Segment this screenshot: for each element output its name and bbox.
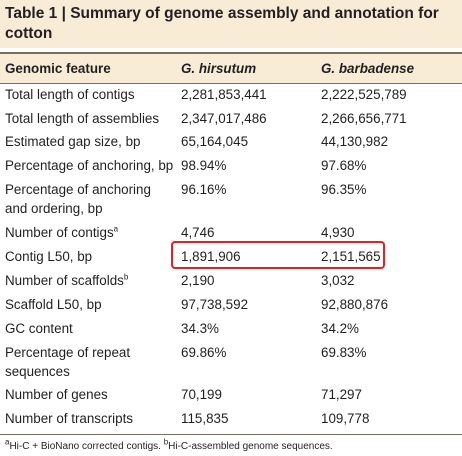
row-barbadense-value: 2,266,656,771 xyxy=(321,111,407,126)
row-hirsutum-value: 70,199 xyxy=(181,387,222,402)
feature-text: Number of contigs xyxy=(5,225,114,240)
row-barbadense-value: 71,297 xyxy=(321,387,362,402)
row-hirsutum-value: 69.86% xyxy=(181,345,227,360)
column-header-barbadense: G. barbadense xyxy=(321,61,415,76)
footnote-marker: a xyxy=(5,437,10,447)
highlight-box xyxy=(171,241,385,269)
row-feature: Total length of contigs xyxy=(5,87,135,102)
row-hirsutum-value: 97,738,592 xyxy=(181,297,249,312)
column-header-hirsutum: G. hirsutum xyxy=(181,61,257,76)
row-barbadense-value: 4,930 xyxy=(321,225,355,240)
footnote-a-text: Hi-C + BioNano corrected contigs. xyxy=(9,441,164,452)
footnote-b-text: Hi-C-assembled genome sequences. xyxy=(168,441,333,452)
row-feature: Number of scaffoldsb xyxy=(5,272,128,290)
row-hirsutum-value: 4,746 xyxy=(181,225,215,240)
row-barbadense-value: 34.2% xyxy=(321,321,359,336)
row-barbadense-value: 96.35% xyxy=(321,182,367,197)
top-rule xyxy=(0,52,462,54)
row-feature: Number of contigsa xyxy=(5,224,118,242)
row-hirsutum-value: 98.94% xyxy=(181,158,227,173)
row-barbadense-value: 2,222,525,789 xyxy=(321,87,407,102)
row-feature-continued: sequences xyxy=(5,364,70,379)
row-feature: Contig L50, bp xyxy=(5,249,93,264)
bottom-rule xyxy=(0,434,462,435)
row-feature: Number of transcripts xyxy=(5,411,133,426)
row-barbadense-value: 97.68% xyxy=(321,158,367,173)
row-barbadense-value: 92,880,876 xyxy=(321,297,389,312)
row-feature: Total length of assemblies xyxy=(5,111,160,126)
row-hirsutum-value: 115,835 xyxy=(181,411,229,426)
row-hirsutum-value: 65,164,045 xyxy=(181,134,249,149)
row-hirsutum-value: 1,891,906 xyxy=(181,249,241,264)
footnote-marker: b xyxy=(163,437,169,447)
header-band xyxy=(0,54,462,83)
row-feature: Scaffold L50, bp xyxy=(5,297,102,312)
row-feature: GC content xyxy=(5,321,73,336)
row-feature: Percentage of repeat xyxy=(5,345,131,360)
row-barbadense-value: 3,032 xyxy=(321,273,355,288)
title-band xyxy=(0,0,462,48)
row-feature: Estimated gap size, bp xyxy=(5,134,141,149)
table-footnote: aHi-C + BioNano corrected contigs. bHi-C… xyxy=(5,437,333,453)
row-barbadense-value: 2,151,565 xyxy=(321,249,381,264)
feature-text: Number of scaffolds xyxy=(5,273,124,288)
column-header-feature: Genomic feature xyxy=(5,61,111,76)
row-barbadense-value: 109,778 xyxy=(321,411,370,426)
row-feature: Number of genes xyxy=(5,387,108,402)
row-hirsutum-value: 34.3% xyxy=(181,321,219,336)
row-barbadense-value: 69.83% xyxy=(321,345,367,360)
header-rule xyxy=(0,83,462,84)
row-barbadense-value: 44,130,982 xyxy=(321,134,389,149)
row-feature: Percentage of anchoring, bp xyxy=(5,158,174,173)
table-title: Table 1 | Summary of genome assembly and… xyxy=(5,5,439,42)
footnote-marker: a xyxy=(113,224,119,234)
row-hirsutum-value: 2,190 xyxy=(181,273,215,288)
row-hirsutum-value: 2,347,017,486 xyxy=(181,111,267,126)
row-feature-continued: and ordering, bp xyxy=(5,201,103,216)
row-feature: Percentage of anchoring xyxy=(5,182,151,197)
row-hirsutum-value: 2,281,853,441 xyxy=(181,87,267,102)
row-hirsutum-value: 96.16% xyxy=(181,182,227,197)
footnote-marker: b xyxy=(123,272,129,282)
